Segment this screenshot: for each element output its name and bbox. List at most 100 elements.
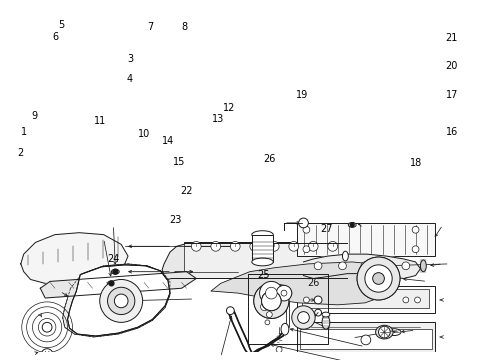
Ellipse shape [111,269,119,274]
Polygon shape [210,262,393,305]
Bar [251,235,273,262]
Circle shape [260,303,268,311]
Circle shape [264,320,269,325]
Text: 17: 17 [445,90,457,100]
Circle shape [210,242,220,251]
Text: 11: 11 [94,116,106,126]
Circle shape [401,262,409,270]
Circle shape [338,262,346,270]
Circle shape [356,257,399,300]
Circle shape [349,223,353,227]
Text: 7: 7 [147,22,153,32]
Circle shape [411,246,418,253]
Circle shape [360,262,368,270]
Circle shape [261,291,281,311]
Text: 13: 13 [212,114,224,124]
Ellipse shape [386,329,400,336]
Circle shape [41,349,53,360]
Text: 1: 1 [20,127,27,137]
Circle shape [382,262,389,270]
Text: 10: 10 [138,129,150,139]
Text: 15: 15 [173,157,185,167]
Circle shape [42,322,52,332]
Polygon shape [40,272,196,298]
Text: 26: 26 [263,154,275,164]
Circle shape [414,297,420,303]
Text: 14: 14 [162,136,174,146]
Circle shape [327,242,337,251]
Bar [296,322,434,352]
Text: 9: 9 [32,112,38,121]
Ellipse shape [251,231,273,239]
Text: 21: 21 [445,32,457,42]
Circle shape [314,262,321,270]
Circle shape [291,306,315,329]
Circle shape [266,312,272,318]
Ellipse shape [321,312,329,317]
Circle shape [364,265,391,292]
Circle shape [303,297,309,303]
Circle shape [315,297,320,303]
Text: 5: 5 [58,20,64,30]
Polygon shape [67,265,170,336]
Text: 26: 26 [306,279,319,288]
Circle shape [265,287,277,299]
Circle shape [107,287,135,315]
Bar [299,329,431,349]
Text: 23: 23 [169,215,181,225]
Bar [183,242,346,279]
Circle shape [303,246,309,253]
Circle shape [253,283,288,319]
Circle shape [364,265,391,292]
Text: 2: 2 [17,148,23,158]
Text: 4: 4 [126,74,132,84]
Text: 18: 18 [409,158,421,168]
Polygon shape [21,233,128,283]
Text: 25: 25 [257,270,269,280]
Text: 19: 19 [295,90,307,100]
Text: 12: 12 [222,103,234,113]
Ellipse shape [321,315,329,329]
Circle shape [298,218,308,228]
Ellipse shape [262,284,291,302]
Ellipse shape [107,281,115,286]
Circle shape [230,242,240,251]
Text: 27: 27 [320,225,332,234]
Circle shape [253,283,288,319]
Text: 22: 22 [180,186,192,196]
Circle shape [308,242,317,251]
Circle shape [114,294,128,308]
Ellipse shape [342,251,347,261]
Circle shape [314,296,321,304]
Circle shape [360,335,370,345]
Bar [296,286,434,312]
Text: 3: 3 [127,54,133,64]
Ellipse shape [347,222,355,227]
Circle shape [297,312,309,323]
Circle shape [314,309,321,316]
Circle shape [372,273,384,284]
Text: 16: 16 [445,127,457,136]
Circle shape [276,347,282,352]
Circle shape [259,282,283,305]
Circle shape [113,269,118,274]
Circle shape [281,290,286,296]
Text: 6: 6 [52,32,58,42]
Circle shape [109,281,114,286]
Circle shape [288,242,298,251]
Text: 24: 24 [107,253,120,264]
Bar [302,289,428,308]
Circle shape [356,257,399,300]
Circle shape [261,291,281,311]
Polygon shape [62,264,170,337]
Polygon shape [162,244,183,279]
Circle shape [249,242,259,251]
Circle shape [100,279,142,322]
Circle shape [276,285,291,301]
Ellipse shape [375,325,392,339]
Polygon shape [228,312,287,355]
Text: 20: 20 [445,61,457,71]
Circle shape [303,226,309,233]
Circle shape [402,297,408,303]
Bar [296,223,434,256]
